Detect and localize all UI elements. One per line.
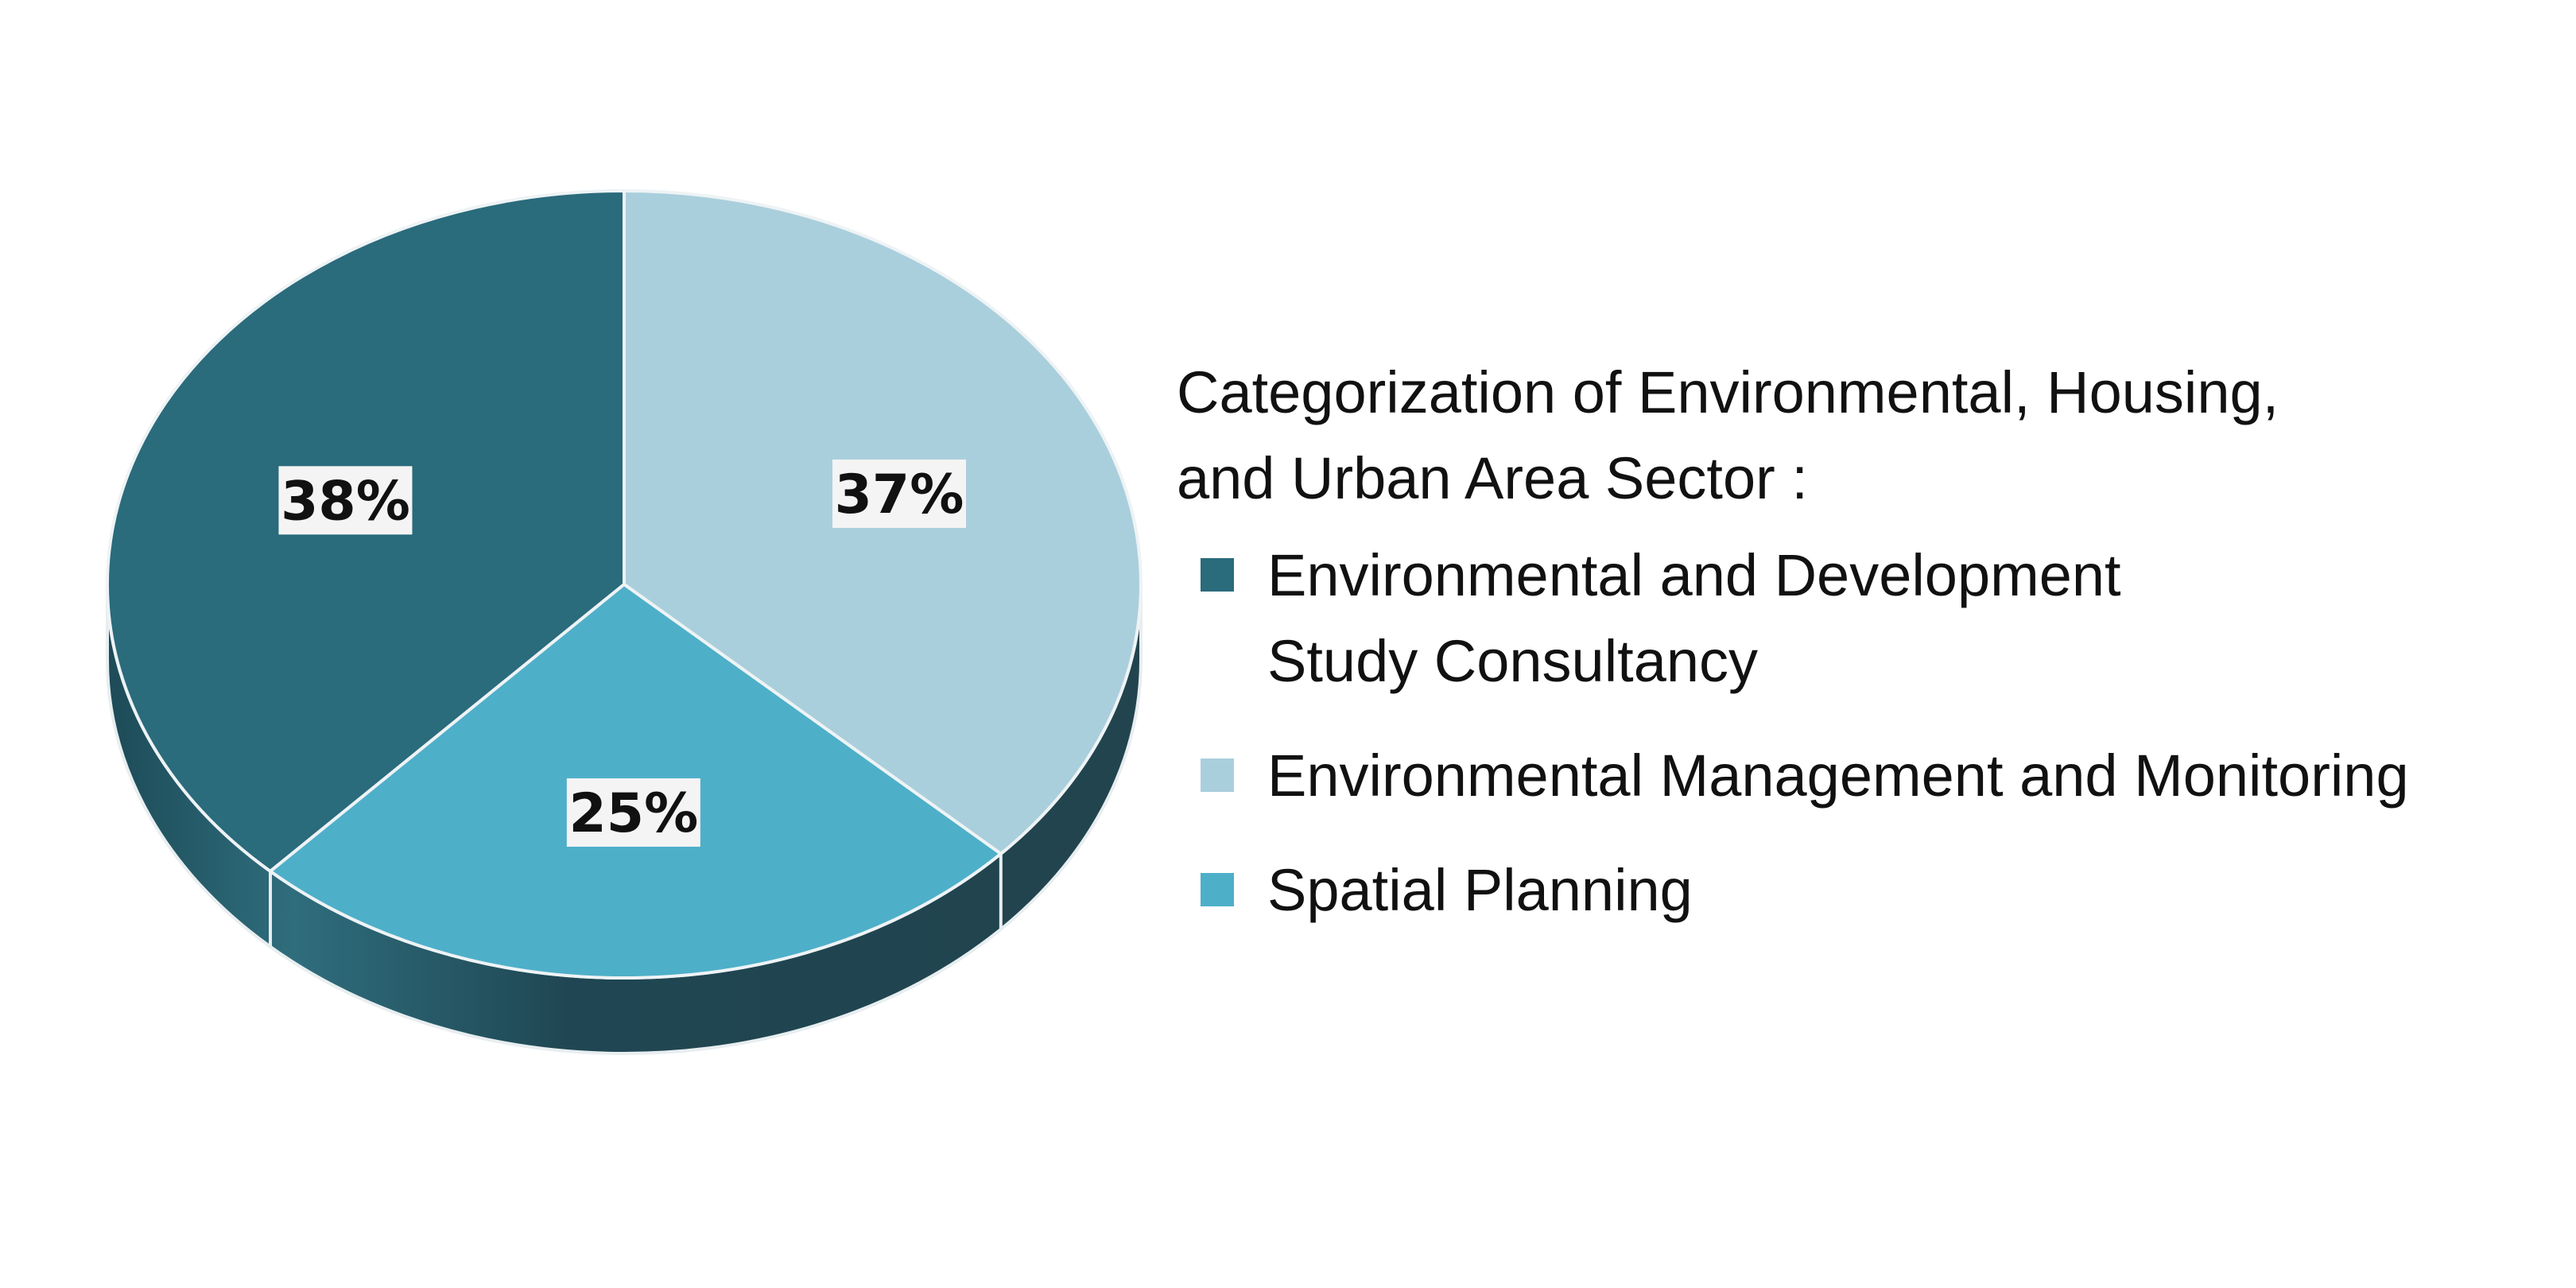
legend-item-environmental-development: Environmental and Development Study Cons… [1201, 533, 2544, 704]
slice-label-background [832, 459, 966, 528]
slice-label-environmental-development: 38% [281, 470, 410, 533]
slice-label-spatial-planning: 25% [568, 782, 698, 845]
pie-slices [106, 189, 1143, 980]
legend-label-spatial-planning: Spatial Planning [1267, 857, 1693, 923]
legend-swatch-environmental-management [1201, 758, 1234, 792]
legend: Categorization of Environmental, Housing… [1177, 350, 2544, 962]
slice-label-environmental-management: 37% [835, 464, 964, 526]
slice-label-background [566, 778, 700, 847]
slice-label-background [278, 466, 413, 535]
legend-swatch-environmental-development [1201, 558, 1234, 592]
legend-label-environmental-management: Environmental Management and Monitoring [1267, 743, 2409, 809]
slice-labels: 38% 37% 25% [278, 459, 966, 847]
legend-title: Categorization of Environmental, Housing… [1177, 359, 2279, 511]
legend-list: Environmental and Development Study Cons… [1177, 533, 2544, 933]
legend-label-environmental-development: Environmental and Development Study Cons… [1267, 542, 2121, 694]
legend-item-environmental-management: Environmental Management and Monitoring [1201, 733, 2544, 819]
legend-item-spatial-planning: Spatial Planning [1201, 848, 2544, 933]
legend-swatch-spatial-planning [1201, 873, 1234, 906]
